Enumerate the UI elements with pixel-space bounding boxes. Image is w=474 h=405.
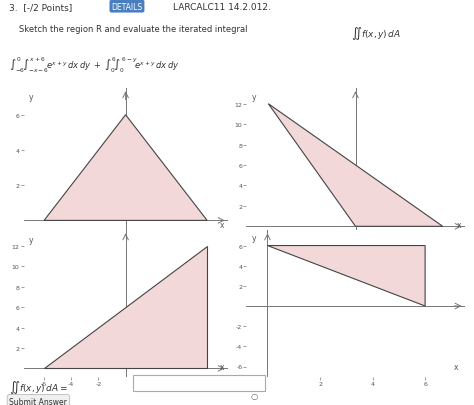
Text: y: y [29,235,33,244]
Text: y: y [29,93,33,102]
Text: $\int_{-6}^{0}\!\int_{-x-6}^{x+6}\!e^{x+y}\,dx\,dy\;+\;\int_{0}^{6}\!\int_{0}^{6: $\int_{-6}^{0}\!\int_{-x-6}^{x+6}\!e^{x+… [9,55,180,75]
Text: Sketch the region R and evaluate the iterated integral: Sketch the region R and evaluate the ite… [19,25,247,34]
Text: ○: ○ [251,249,258,258]
Polygon shape [268,104,443,227]
Text: x: x [457,221,461,230]
Text: y: y [252,93,256,102]
Text: y: y [252,233,256,242]
Text: Submit Answer: Submit Answer [9,397,67,405]
Polygon shape [267,246,425,306]
Polygon shape [44,115,207,221]
Text: LARCALC11 14.2.012.: LARCALC11 14.2.012. [173,2,271,12]
Text: $\iint f(x,y)\,dA$: $\iint f(x,y)\,dA$ [351,25,401,42]
Text: $\iint f(x,y)\,dA=$: $\iint f(x,y)\,dA=$ [9,378,69,395]
Text: DETAILS: DETAILS [111,2,143,12]
FancyBboxPatch shape [133,375,265,391]
Text: x: x [220,221,225,230]
Text: x: x [454,362,459,371]
Text: x: x [220,362,225,371]
Text: ○: ○ [28,249,35,258]
Text: ○: ○ [251,391,258,400]
Polygon shape [44,246,207,369]
Text: 3.  [-/2 Points]: 3. [-/2 Points] [9,2,73,12]
Text: ○: ○ [28,391,35,400]
